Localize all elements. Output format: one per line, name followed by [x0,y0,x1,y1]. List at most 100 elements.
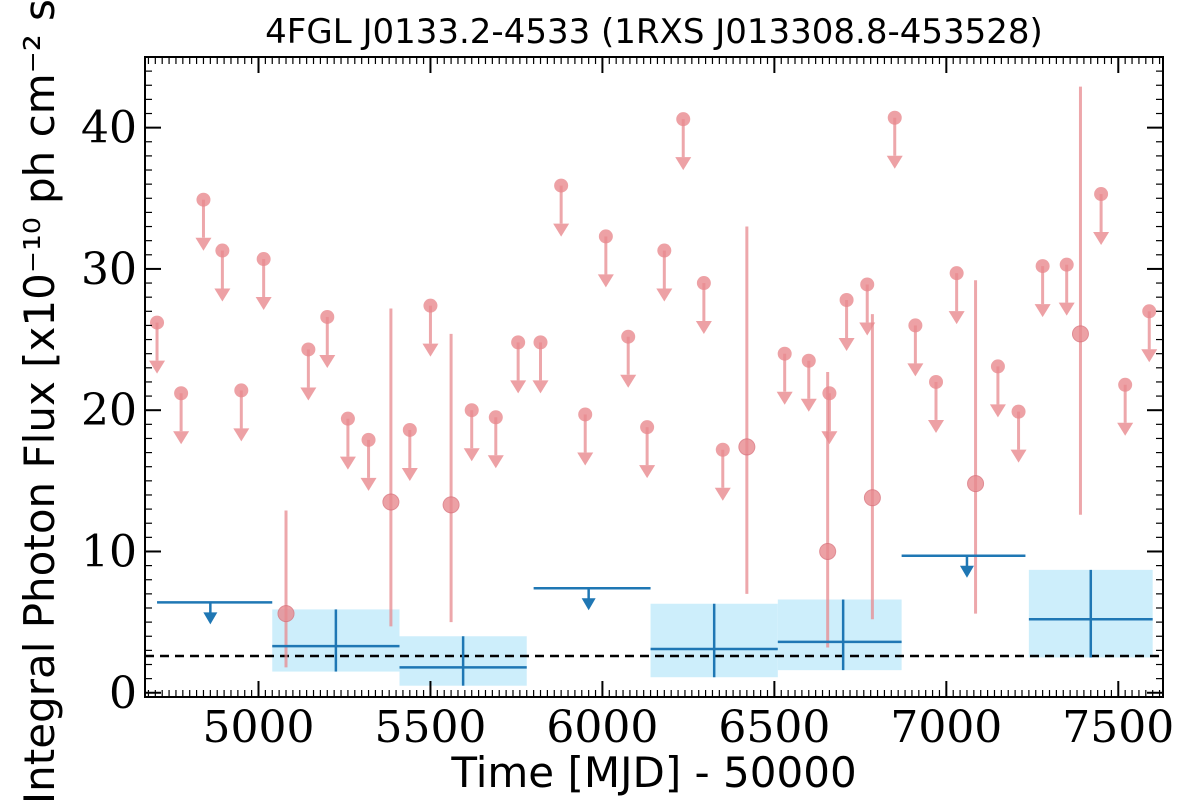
long-bin-band [777,599,902,671]
upper-limit-point [676,112,691,127]
upper-limit-point [320,309,335,324]
upper-limit-arrow [714,487,731,501]
short-bin-detections [277,86,1089,668]
upper-limit-arrow [620,374,637,388]
detection-point [277,605,295,623]
upper-limit-point [150,315,165,330]
upper-limit-arrow [656,288,673,302]
y-tick-label: 0 [109,668,137,719]
long-bin-upper-limit-arrow [959,565,974,578]
upper-limit-point [256,252,271,267]
upper-limit-arrow [800,398,817,412]
upper-limit-arrow [300,387,317,401]
upper-limit-arrow [886,155,903,169]
upper-limit-arrow [1010,449,1027,463]
y-tick-label: 30 [81,244,137,295]
upper-limit-arrow [553,223,570,237]
upper-limit-point [1059,257,1074,272]
upper-limit-arrow [360,477,377,491]
upper-limit-arrow [838,338,855,352]
upper-limit-point [657,243,672,258]
upper-limit-point [1011,404,1026,419]
upper-limit-arrow [487,455,504,469]
upper-limit-arrow [463,448,480,462]
upper-limit-arrow [510,380,527,394]
upper-limit-point [908,318,923,333]
upper-limit-arrow [597,274,614,288]
upper-limit-arrow [695,321,712,335]
upper-limit-arrow [401,467,418,481]
x-tick-label: 6500 [718,702,830,753]
x-tick-label: 5000 [203,702,315,753]
upper-limit-point [234,383,249,398]
upper-limit-point [1094,187,1109,202]
axis-ticks [145,56,1163,697]
detection-point [738,438,756,456]
long-bin-measurements [157,554,1153,686]
upper-limit-point [511,335,526,350]
upper-limit-point [839,293,854,308]
upper-limit-point [340,411,355,426]
chart-title: 4FGL J0133.2-4533 (1RXS J013308.8-453528… [265,12,1043,52]
upper-limit-point [801,353,816,368]
x-axis-label: Time [MJD] - 50000 [450,748,856,797]
upper-limit-arrow [907,363,924,377]
upper-limit-arrow [195,237,212,251]
upper-limit-arrow [214,288,231,302]
upper-limit-arrow [928,419,945,433]
upper-limit-point [860,277,875,292]
upper-limit-arrow [948,311,965,325]
upper-limit-arrow [233,428,250,442]
upper-limit-point [174,386,189,401]
upper-limit-point [822,386,837,401]
x-tick-label: 5500 [374,702,486,753]
short-bin-upper-limits [149,110,1158,501]
upper-limit-point [696,276,711,291]
upper-limit-arrow [1058,302,1075,316]
upper-limit-point [929,374,944,389]
upper-limit-arrow [675,157,692,171]
upper-limit-point [196,192,211,207]
upper-limit-arrow [821,431,838,445]
upper-limit-point [640,420,655,435]
y-tick-label: 40 [81,103,137,154]
upper-limit-point [488,410,503,425]
upper-limit-point [1142,304,1157,319]
upper-limit-point [990,359,1005,374]
long-bin-upper-limit-arrow [581,598,596,611]
x-tick-label: 6000 [546,702,658,753]
upper-limit-point [402,422,417,437]
y-tick-label: 20 [81,385,137,436]
upper-limit-point [533,335,548,350]
upper-limit-point [887,110,902,125]
upper-limit-arrow [989,404,1006,418]
upper-limit-point [777,346,792,361]
upper-limit-point [554,178,569,193]
upper-limit-arrow [149,360,166,374]
detection-point [967,475,985,493]
upper-limit-arrow [422,343,439,357]
detection-point [863,489,881,507]
detection-point [442,496,460,514]
upper-limit-point [464,403,479,418]
upper-limit-point [949,266,964,281]
plot-frame [144,56,1164,698]
upper-limit-arrow [577,452,594,466]
upper-limit-point [621,329,636,344]
upper-limit-arrow [1141,349,1158,363]
upper-limit-arrow [339,456,356,470]
y-tick-label: 10 [81,526,137,577]
upper-limit-point [715,442,730,457]
upper-limit-point [361,432,376,447]
y-axis-label: Integral Photon Flux [x10⁻¹⁰ ph cm⁻² s⁻¹… [15,0,64,800]
detection-point [1071,325,1089,343]
upper-limit-point [1035,259,1050,274]
x-tick-labels: 5000 5500 6000 6500 7000 7500 [203,702,1175,753]
upper-limit-arrow [532,380,549,394]
upper-limit-point [578,407,593,422]
x-tick-label: 7000 [890,702,1002,753]
upper-limit-arrow [1034,304,1051,318]
upper-limit-point [1118,377,1133,392]
detection-point [382,493,400,511]
